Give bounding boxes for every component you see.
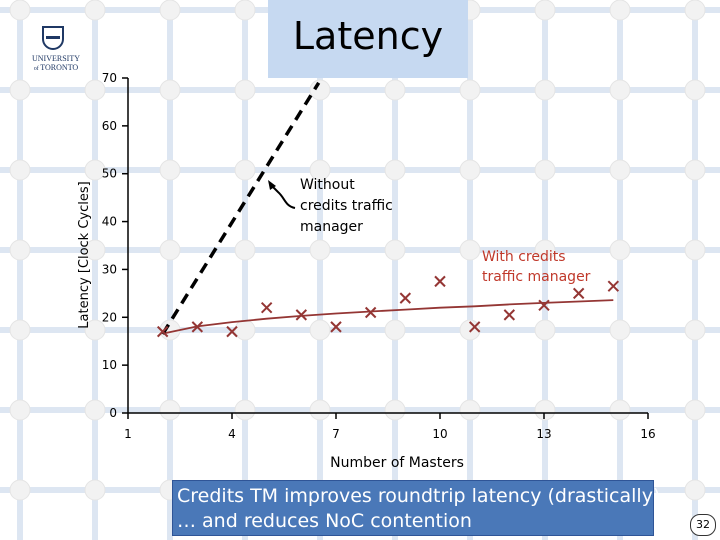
chart-lines bbox=[161, 81, 614, 335]
x-tick-label: 4 bbox=[228, 427, 236, 441]
data-point-stroke bbox=[607, 280, 620, 292]
y-tick-label: 20 bbox=[102, 310, 117, 324]
logo-word-2: TORONTO bbox=[40, 63, 79, 72]
data-point-stroke bbox=[364, 306, 377, 319]
data-point bbox=[260, 302, 273, 314]
data-point bbox=[503, 309, 516, 321]
data-point bbox=[156, 325, 169, 338]
data-point-stroke bbox=[226, 325, 238, 338]
trendline-with-credits bbox=[162, 299, 614, 335]
annotation-with-credits: With credits traffic manager bbox=[482, 249, 591, 285]
data-point-stroke bbox=[538, 299, 550, 312]
slide-title: Latency bbox=[292, 14, 444, 58]
annotation-without-line-3: manager bbox=[300, 219, 363, 235]
university-logo: UNIVERSITY of TORONTO bbox=[26, 22, 90, 76]
crest-icon bbox=[42, 26, 64, 50]
data-point-stroke bbox=[503, 309, 516, 321]
chart-axes bbox=[127, 78, 648, 414]
x-tick-label: 7 bbox=[332, 427, 340, 441]
data-point bbox=[607, 280, 620, 292]
logo-wordmark: UNIVERSITY of TORONTO bbox=[32, 54, 80, 72]
data-point bbox=[538, 299, 550, 312]
data-point-stroke bbox=[399, 292, 412, 304]
data-point bbox=[364, 306, 377, 319]
y-tick-label: 10 bbox=[102, 358, 117, 372]
data-point-stroke bbox=[295, 309, 308, 321]
chart-points bbox=[156, 275, 620, 338]
data-point-stroke bbox=[468, 321, 481, 333]
y-tick-label: 60 bbox=[102, 119, 117, 133]
y-tick-label: 70 bbox=[102, 71, 117, 85]
x-tick-label: 1 bbox=[124, 427, 132, 441]
chart-ticks: 0 10 20 30 40 50 60 70 1 4 7 10 13 16 bbox=[102, 71, 656, 441]
data-point-stroke bbox=[330, 321, 342, 333]
data-point-stroke bbox=[572, 287, 585, 300]
data-point bbox=[191, 321, 204, 333]
title-highlight bbox=[268, 0, 468, 78]
logo-word-1: UNIVERSITY bbox=[32, 54, 80, 63]
data-point bbox=[399, 292, 412, 304]
data-point bbox=[330, 321, 342, 333]
y-tick-label: 30 bbox=[102, 262, 117, 276]
data-point-stroke bbox=[434, 275, 446, 288]
page-number: 32 bbox=[690, 514, 716, 536]
x-tick-label: 10 bbox=[432, 427, 447, 441]
y-axis-label: Latency [Clock Cycles] bbox=[77, 181, 92, 328]
data-point-stroke bbox=[191, 321, 204, 333]
annotation-without-arrow bbox=[269, 183, 296, 209]
x-tick-label: 13 bbox=[536, 427, 551, 441]
data-point bbox=[295, 309, 308, 321]
x-axis-label: Number of Masters bbox=[330, 455, 464, 471]
annotation-without-line-2: credits traffic bbox=[300, 198, 393, 214]
y-tick-label: 50 bbox=[102, 167, 117, 181]
annotation-with-line-1: With credits bbox=[482, 249, 566, 265]
data-point bbox=[434, 275, 446, 288]
x-tick-label: 16 bbox=[640, 427, 655, 441]
data-point bbox=[226, 325, 238, 338]
annotation-without-line-1: Without bbox=[300, 177, 355, 193]
annotation-without-arrowhead bbox=[268, 180, 276, 190]
data-point bbox=[468, 321, 481, 333]
data-point-stroke bbox=[260, 302, 273, 314]
callout-line-2: … and reduces NoC contention bbox=[177, 510, 472, 532]
data-point-stroke bbox=[156, 325, 169, 338]
trendline-without-credits bbox=[161, 81, 321, 335]
callout-line-1: Credits TM improves roundtrip latency (d… bbox=[177, 485, 661, 507]
annotation-without-credits: Without credits traffic manager bbox=[268, 177, 393, 235]
y-tick-label: 0 bbox=[109, 406, 117, 420]
annotation-with-line-2: traffic manager bbox=[482, 269, 591, 285]
data-point bbox=[572, 287, 585, 300]
y-tick-label: 40 bbox=[102, 215, 117, 229]
summary-callout: Credits TM improves roundtrip latency (d… bbox=[172, 480, 660, 536]
